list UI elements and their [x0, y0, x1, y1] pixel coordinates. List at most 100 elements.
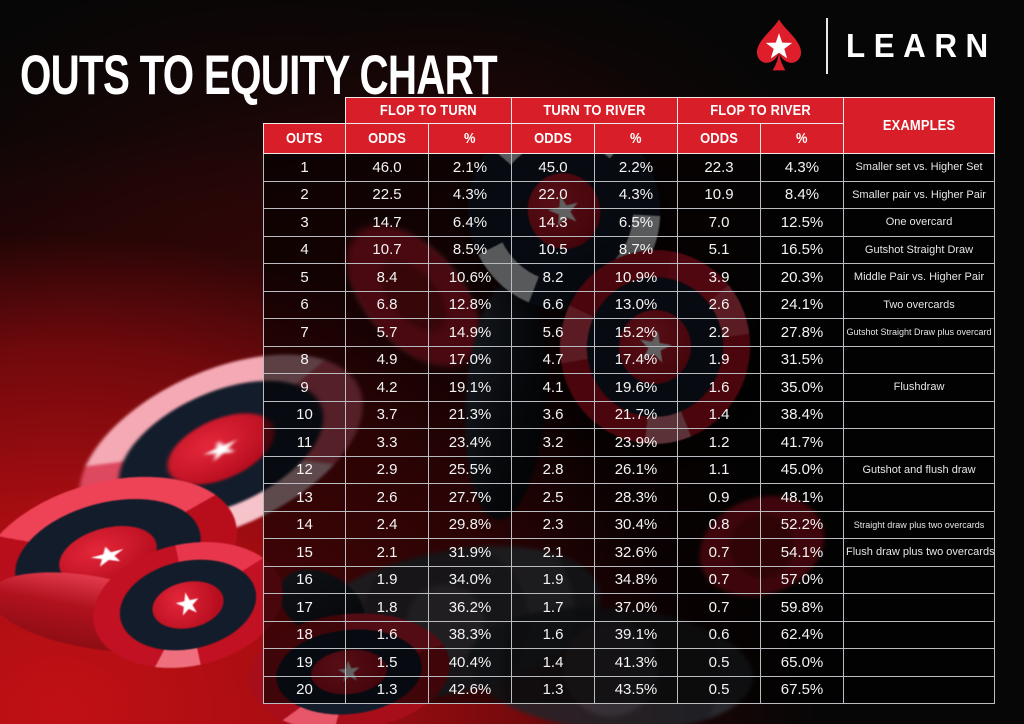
value-cell: 3.9	[677, 263, 761, 292]
value-cell: 1.4	[677, 400, 761, 429]
value-cell: 3.2	[511, 428, 595, 457]
value-cell: 38.4%	[759, 400, 845, 429]
value-cell: 1.9	[677, 345, 761, 374]
outs-cell: 1	[263, 153, 346, 182]
value-cell: 22.5	[345, 180, 429, 209]
outs-cell: 13	[263, 483, 346, 512]
table-row: 5 8.4 10.6% 8.2 10.9% 3.9 20.3% Middle Pair vs.…	[263, 263, 996, 292]
value-cell: 27.8%	[759, 318, 845, 347]
value-cell: 4.1	[511, 373, 595, 402]
value-cell: 21.7%	[594, 400, 678, 429]
value-cell: 8.4%	[759, 180, 845, 209]
value-cell: 1.6	[677, 373, 761, 402]
value-cell: 40.4%	[428, 648, 512, 677]
value-cell: 0.9	[677, 483, 761, 512]
outs-cell: 8	[263, 345, 346, 374]
value-cell: 21.3%	[428, 400, 512, 429]
value-cell: 2.2	[677, 318, 761, 347]
header-outs: OUTS	[263, 123, 346, 154]
value-cell: 1.3	[511, 675, 595, 704]
example-cell: Flush draw plus two overcards	[843, 538, 996, 567]
value-cell: 32.6%	[594, 538, 678, 567]
value-cell: 22.3	[677, 153, 761, 182]
value-cell: 3.7	[345, 400, 429, 429]
value-cell: 57.0%	[759, 565, 845, 594]
value-cell: 0.8	[677, 510, 761, 539]
header-turn-to-river: TURN TO RIVER	[511, 97, 678, 124]
value-cell: 0.5	[677, 648, 761, 677]
value-cell: 2.6	[677, 290, 761, 319]
value-cell: 20.3%	[759, 263, 845, 292]
outs-cell: 10	[263, 400, 346, 429]
value-cell: 0.7	[677, 593, 761, 622]
value-cell: 6.8	[345, 290, 429, 319]
value-cell: 59.8%	[759, 593, 845, 622]
table-row: 16 1.9 34.0% 1.9 34.8% 0.7 57.0%	[263, 565, 996, 594]
example-cell: Smaller set vs. Higher Set	[843, 153, 996, 182]
value-cell: 4.3%	[428, 180, 512, 209]
value-cell: 10.5	[511, 235, 595, 264]
value-cell: 8.2	[511, 263, 595, 292]
example-cell: Smaller pair vs. Higher Pair	[843, 180, 996, 209]
value-cell: 29.8%	[428, 510, 512, 539]
example-cell: Two overcards	[843, 290, 996, 319]
outs-equity-table: FLOP TO TURN TURN TO RIVER FLOP TO RIVER…	[263, 97, 996, 704]
header-flop-to-river: FLOP TO RIVER	[676, 97, 845, 124]
table-row: 3 14.7 6.4% 14.3 6.5% 7.0 12.5% One overcard	[263, 208, 996, 237]
value-cell: 31.9%	[428, 538, 512, 567]
table-row: 9 4.2 19.1% 4.1 19.6% 1.6 35.0% Flushdraw	[263, 373, 996, 402]
table-row: 4 10.7 8.5% 10.5 8.7% 5.1 16.5% Gutshot Straigh…	[263, 235, 996, 264]
value-cell: 17.4%	[594, 345, 678, 374]
value-cell: 67.5%	[759, 675, 845, 704]
page-title: OUTS TO EQUITY CHART	[20, 42, 498, 106]
value-cell: 8.5%	[428, 235, 512, 264]
table-row: 20 1.3 42.6% 1.3 43.5% 0.5 67.5%	[263, 675, 996, 704]
value-cell: 12.5%	[759, 208, 845, 237]
table-body: 1 46.0 2.1% 45.0 2.2% 22.3 4.3% Smaller set vs.…	[263, 153, 996, 704]
outs-cell: 9	[263, 373, 346, 402]
value-cell: 0.7	[677, 538, 761, 567]
brand-wordmark: LEARN	[846, 27, 998, 64]
value-cell: 23.4%	[428, 428, 512, 457]
brand-lockup: LEARN	[750, 8, 996, 84]
header-odds-3: ODDS	[677, 123, 761, 154]
value-cell: 3.3	[345, 428, 429, 457]
value-cell: 2.8	[511, 455, 595, 484]
value-cell: 39.1%	[594, 620, 678, 649]
value-cell: 14.7	[345, 208, 429, 237]
value-cell: 19.6%	[594, 373, 678, 402]
example-cell	[843, 565, 996, 594]
header-pct-1: %	[428, 123, 512, 154]
value-cell: 15.2%	[594, 318, 678, 347]
value-cell: 5.7	[345, 318, 429, 347]
value-cell: 2.1	[511, 538, 595, 567]
table-row: 15 2.1 31.9% 2.1 32.6% 0.7 54.1% Flush draw plu…	[263, 538, 996, 567]
group-header-row: FLOP TO TURN TURN TO RIVER FLOP TO RIVER…	[264, 97, 996, 154]
value-cell: 1.9	[345, 565, 429, 594]
example-cell: One overcard	[843, 208, 996, 237]
value-cell: 2.2%	[594, 153, 678, 182]
value-cell: 5.1	[677, 235, 761, 264]
table-row: 13 2.6 27.7% 2.5 28.3% 0.9 48.1%	[263, 483, 996, 512]
example-cell	[843, 593, 996, 622]
value-cell: 14.3	[511, 208, 595, 237]
value-cell: 8.4	[345, 263, 429, 292]
value-cell: 1.1	[677, 455, 761, 484]
pokerstars-spade-icon	[757, 19, 802, 71]
outs-cell: 17	[263, 593, 346, 622]
table-row: 8 4.9 17.0% 4.7 17.4% 1.9 31.5%	[263, 345, 996, 374]
value-cell: 30.4%	[594, 510, 678, 539]
value-cell: 46.0	[345, 153, 429, 182]
value-cell: 5.6	[511, 318, 595, 347]
value-cell: 10.9%	[594, 263, 678, 292]
value-cell: 1.3	[345, 675, 429, 704]
example-cell	[843, 400, 996, 429]
value-cell: 36.2%	[428, 593, 512, 622]
example-cell	[843, 483, 996, 512]
table-row: 2 22.5 4.3% 22.0 4.3% 10.9 8.4% Smaller pair vs…	[263, 180, 996, 209]
value-cell: 1.6	[511, 620, 595, 649]
value-cell: 4.3%	[594, 180, 678, 209]
value-cell: 6.6	[511, 290, 595, 319]
outs-cell: 15	[263, 538, 346, 567]
value-cell: 45.0	[511, 153, 595, 182]
